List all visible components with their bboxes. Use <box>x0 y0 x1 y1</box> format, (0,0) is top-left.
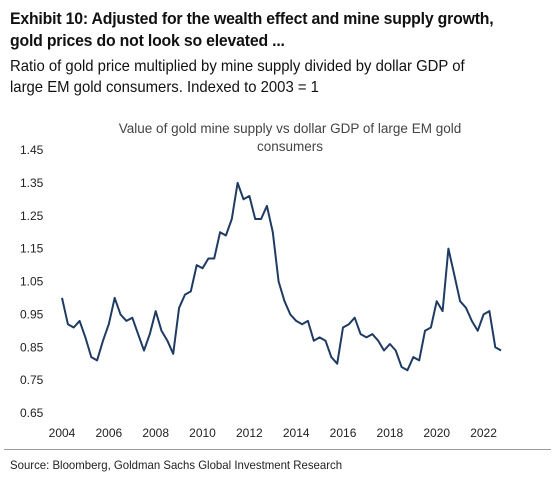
exhibit-header: Exhibit 10: Adjusted for the wealth effe… <box>10 8 550 98</box>
x-tick-label: 2008 <box>142 426 169 440</box>
x-tick-label: 2010 <box>189 426 216 440</box>
x-tick-label: 2022 <box>470 426 497 440</box>
source-note: Source: Bloomberg, Goldman Sachs Global … <box>10 458 343 472</box>
x-tick-label: 2018 <box>377 426 404 440</box>
y-tick-label: 1.05 <box>20 275 44 289</box>
series-layer <box>61 181 502 372</box>
y-tick-label: 1.45 <box>20 143 44 157</box>
y-tick-label: 0.75 <box>20 373 44 387</box>
chart-title-line-2: consumers <box>256 139 324 154</box>
x-tick-label: 2020 <box>423 426 450 440</box>
exhibit-subtitle-line-2: large EM gold consumers. Indexed to 2003… <box>10 79 319 96</box>
line-chart: 1.45 1.35 1.25 1.15 1.05 0.95 0.85 0.75 0.65 200… <box>20 143 502 440</box>
chart-title-line-1: Value of gold mine supply vs dollar GDP … <box>118 121 462 136</box>
y-tick-label: 1.15 <box>20 242 44 256</box>
series-line <box>61 181 502 372</box>
x-tick-label: 2014 <box>283 426 310 440</box>
y-tick-label: 0.85 <box>20 340 44 354</box>
x-tick-label: 2006 <box>95 426 122 440</box>
y-tick-label: 1.35 <box>20 176 44 190</box>
exhibit-subtitle: Ratio of gold price multiplied by mine s… <box>10 56 549 98</box>
y-tick-label: 0.65 <box>20 406 44 420</box>
y-axis-tick-labels: 1.45 1.35 1.25 1.15 1.05 0.95 0.85 0.75 0.65 <box>20 143 44 420</box>
source-divider <box>4 449 551 450</box>
y-tick-label: 1.25 <box>20 209 44 223</box>
x-tick-label: 2012 <box>236 426 263 440</box>
y-tick-label: 0.95 <box>20 307 44 321</box>
exhibit-title-line-2: gold prices do not look so elevated ... <box>10 31 285 50</box>
exhibit-title-line-1: Exhibit 10: Adjusted for the wealth effe… <box>10 9 494 28</box>
x-tick-label: 2004 <box>49 426 76 440</box>
exhibit-title: Exhibit 10: Adjusted for the wealth effe… <box>10 8 549 52</box>
chart-title: Value of gold mine supply vs dollar GDP … <box>60 120 520 156</box>
x-axis-tick-labels: 2004 2006 2008 2010 2012 2014 2016 2018 2020 2022 <box>49 426 498 440</box>
exhibit-subtitle-line-1: Ratio of gold price multiplied by mine s… <box>10 58 465 75</box>
x-tick-label: 2016 <box>330 426 357 440</box>
